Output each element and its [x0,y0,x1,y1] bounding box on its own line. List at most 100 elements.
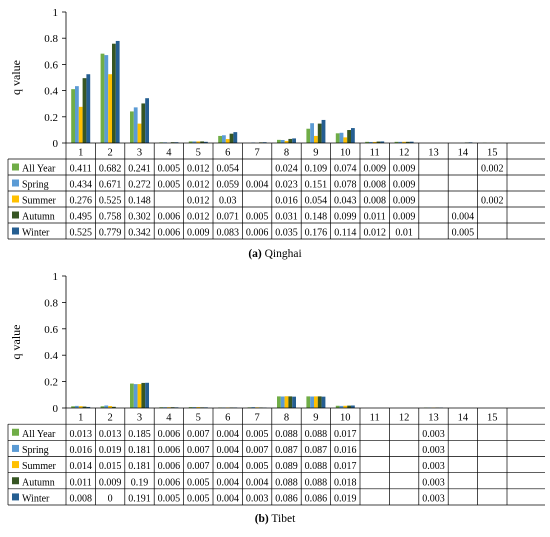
data-label: 0.014 [69,461,92,472]
data-label: 0.272 [128,179,151,190]
data-label: 0.005 [246,461,269,472]
bar-spring-10 [339,132,344,143]
bar-spring-7 [251,407,256,408]
category-label: 6 [225,413,230,424]
data-label: 0.031 [275,211,298,222]
legend-swatch [12,227,19,235]
data-label: 0.004 [216,477,239,488]
y-axis-label: q value [9,60,23,95]
bar-all-year-8 [277,396,281,408]
bar-spring-6 [222,135,226,143]
data-label: 0.008 [69,493,92,504]
data-label: 0 [108,493,113,504]
data-label: 0.007 [187,445,210,456]
bar-all-year-3 [130,111,134,143]
category-label: 11 [370,413,380,424]
bar-winter-8 [292,396,296,408]
data-label: 0.148 [305,211,328,222]
data-label: 0.016 [334,445,357,456]
bar-autumn-1 [82,406,87,408]
data-label: 0.004 [216,429,239,440]
bar-autumn-4 [170,407,175,408]
data-label: 0.017 [334,429,357,440]
data-label: 0.043 [334,195,357,206]
data-label: 0.181 [128,445,151,456]
bar-winter-12 [409,141,414,143]
bar-spring-8 [280,139,285,143]
bar-autumn-1 [82,78,87,143]
category-label: 7 [254,147,259,158]
data-label: 0.009 [393,211,416,222]
data-label: 0.013 [69,429,92,440]
bar-all-year-12 [394,141,399,143]
bar-winter-6 [233,132,238,143]
data-label: 0.023 [275,179,298,190]
data-label: 0.004 [216,493,239,504]
bar-autumn-3 [141,103,146,143]
legend-swatch [12,461,19,469]
data-label: 0.006 [158,461,181,472]
data-label: 0.181 [128,461,151,472]
category-label: 12 [399,413,410,424]
bar-autumn-10 [347,405,351,408]
category-label: 7 [254,413,259,424]
data-label: 0.758 [99,211,122,222]
bar-spring-5 [192,141,197,143]
data-label: 0.007 [187,429,210,440]
data-label: 0.495 [69,211,92,222]
data-label: 0.007 [246,445,269,456]
bar-autumn-3 [141,382,146,408]
legend-label: Summer [22,461,57,472]
data-label: 0.004 [452,211,475,222]
data-label: 0.525 [99,195,122,206]
bar-summer-5 [196,407,201,408]
bar-spring-2 [104,405,109,408]
bar-all-year-6 [218,135,222,143]
category-label: 14 [458,147,469,158]
data-label: 0.004 [216,445,239,456]
category-label: 11 [370,147,380,158]
data-label: 0.006 [158,429,181,440]
data-label: 0.002 [481,163,504,174]
data-label: 0.006 [158,227,181,238]
data-label: 0.008 [363,195,386,206]
bar-winter-11 [380,141,385,143]
legend-swatch [12,195,19,203]
bar-autumn-10 [347,130,351,143]
data-label: 0.006 [246,227,269,238]
legend-label: Autumn [22,477,55,488]
category-label: 8 [284,147,289,158]
data-label: 0.016 [275,195,298,206]
bar-spring-1 [75,86,79,143]
bar-autumn-9 [317,396,322,408]
y-axis-label: q value [9,325,23,360]
bar-spring-10 [339,405,344,408]
bar-spring-11 [369,141,373,143]
caption-text: Tibet [269,513,296,525]
data-label: 0.005 [452,227,475,238]
y-tick-label: 1 [53,7,59,19]
data-label: 0.004 [246,179,269,190]
data-label: 0.176 [305,227,328,238]
data-label: 0.089 [275,461,298,472]
category-label: 8 [284,413,289,424]
data-label: 0.086 [305,493,328,504]
caption-text: Qinghai [262,248,302,260]
bar-winter-1 [86,406,91,408]
bar-spring-12 [398,141,403,143]
category-label: 12 [399,147,410,158]
bar-winter-9 [321,119,326,143]
bar-summer-8 [284,140,289,143]
data-label: 0.01 [395,227,413,238]
data-label: 0.302 [128,211,151,222]
category-label: 4 [166,413,172,424]
bar-autumn-9 [317,123,322,143]
bar-autumn-8 [288,396,293,408]
bar-winter-7 [262,142,267,143]
data-label: 0.006 [158,445,181,456]
data-label: 0.012 [187,195,210,206]
category-label: 2 [107,413,112,424]
legend-swatch [12,163,19,171]
bar-all-year-1 [71,406,75,408]
